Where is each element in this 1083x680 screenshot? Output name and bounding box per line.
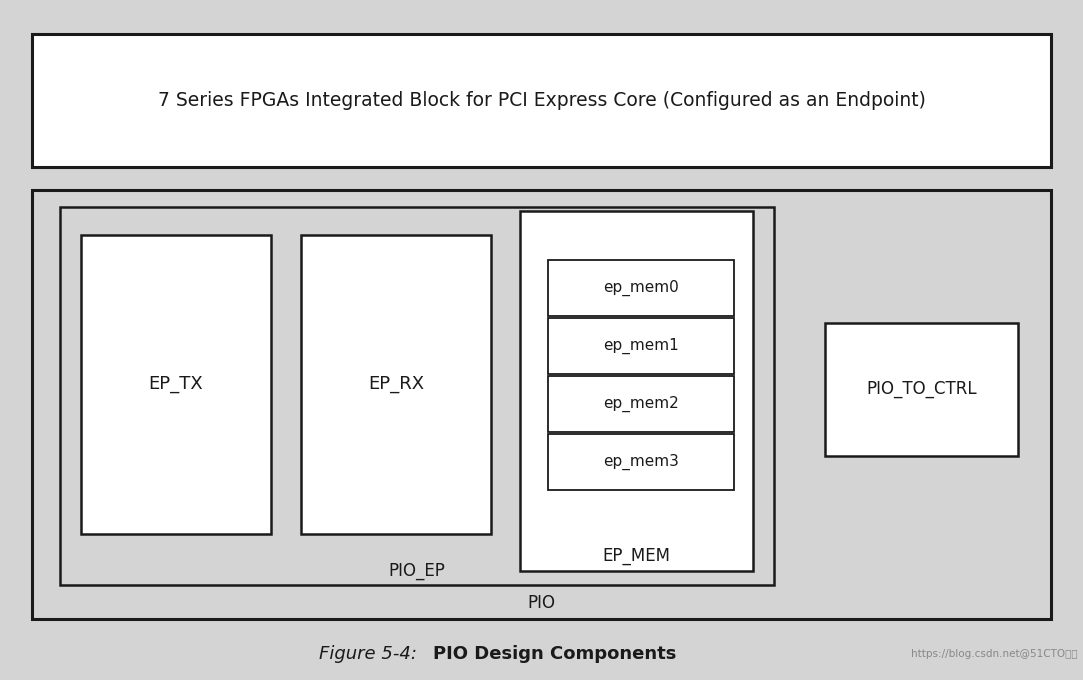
Text: 7 Series FPGAs Integrated Block for PCI Express Core (Configured as an Endpoint): 7 Series FPGAs Integrated Block for PCI … [157, 91, 926, 109]
FancyBboxPatch shape [520, 211, 753, 571]
Text: EP_RX: EP_RX [368, 375, 423, 393]
FancyBboxPatch shape [548, 434, 734, 490]
Text: ep_mem3: ep_mem3 [603, 454, 679, 470]
FancyBboxPatch shape [548, 318, 734, 374]
Text: PIO: PIO [527, 594, 556, 612]
FancyBboxPatch shape [825, 323, 1018, 456]
FancyBboxPatch shape [32, 190, 1051, 619]
Text: PIO_TO_CTRL: PIO_TO_CTRL [866, 380, 977, 398]
FancyBboxPatch shape [548, 376, 734, 432]
Text: PIO_EP: PIO_EP [389, 562, 445, 580]
FancyBboxPatch shape [548, 260, 734, 316]
FancyBboxPatch shape [60, 207, 774, 585]
Text: ep_mem1: ep_mem1 [603, 338, 679, 354]
FancyBboxPatch shape [301, 235, 491, 534]
Text: PIO Design Components: PIO Design Components [433, 645, 677, 663]
Text: Figure 5-4:: Figure 5-4: [319, 645, 417, 663]
FancyBboxPatch shape [81, 235, 271, 534]
FancyBboxPatch shape [32, 34, 1051, 167]
Text: ep_mem2: ep_mem2 [603, 396, 679, 412]
Text: EP_MEM: EP_MEM [602, 547, 670, 565]
Text: ep_mem0: ep_mem0 [603, 280, 679, 296]
Text: https://blog.csdn.net@51CTO博客: https://blog.csdn.net@51CTO博客 [911, 649, 1078, 659]
Text: EP_TX: EP_TX [148, 375, 204, 393]
